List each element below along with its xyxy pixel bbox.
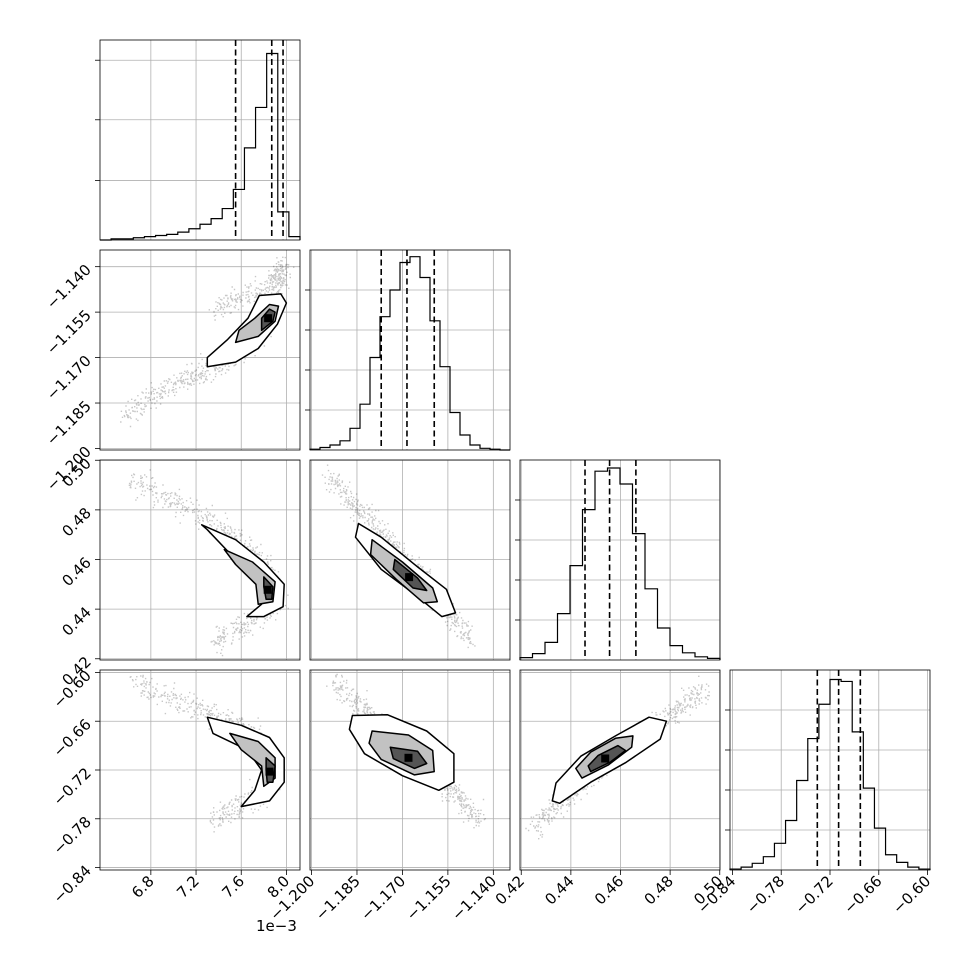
xtick-label-3-1: −0.78 xyxy=(743,872,788,917)
histogram-bars-1 xyxy=(309,256,510,451)
histogram-panel-1 xyxy=(305,249,511,451)
ytick-label-2-1: 0.44 xyxy=(58,603,94,639)
xtick-label-2-3: 0.48 xyxy=(641,872,677,908)
xtick-label-3-4: −0.60 xyxy=(889,872,934,917)
density-peak-1-2 xyxy=(405,573,414,582)
scatter-panel-0-2 xyxy=(99,459,301,661)
scatter-panel-2-3 xyxy=(519,669,721,871)
scatter-panel-1-2 xyxy=(309,459,511,661)
panel-frame-0-1 xyxy=(99,249,301,451)
xtick-label-0-2: 7.6 xyxy=(218,872,248,902)
xtick-label-0-0: 6.8 xyxy=(128,872,158,902)
ytick-label-1-4: −1.140 xyxy=(43,261,95,313)
density-peak-0-3 xyxy=(265,767,274,776)
histogram-bars-2 xyxy=(519,467,721,660)
ytick-label-3-3: −0.66 xyxy=(50,715,95,760)
ytick-label-3-0: −0.84 xyxy=(50,862,95,907)
hist-frame-2 xyxy=(519,459,721,661)
histogram-panel-3 xyxy=(725,669,931,871)
hist-frame-1 xyxy=(309,249,511,451)
scatter-panel-0-3 xyxy=(99,669,301,871)
xtick-label-2-1: 0.44 xyxy=(541,872,577,908)
xtick-label-2-0: 0.42 xyxy=(492,872,528,908)
xtick-label-1-2: −1.170 xyxy=(357,872,409,924)
panel-content-1-2 xyxy=(321,464,476,649)
panel-content-0-2 xyxy=(128,469,289,657)
density-peak-0-1 xyxy=(264,314,273,323)
ytick-label-2-2: 0.46 xyxy=(58,554,94,590)
scatter-panel-0-1 xyxy=(99,249,301,451)
scatter-points-0-1 xyxy=(120,256,295,428)
panel-content-0-1 xyxy=(120,256,295,428)
density-peak-1-3 xyxy=(404,753,413,762)
density-peak-2-3 xyxy=(601,754,610,763)
density-peak-0-2 xyxy=(263,585,272,594)
xtick-label-3-3: −0.66 xyxy=(840,872,885,917)
panel-content-1-3 xyxy=(326,673,486,829)
contour-level-0-2-1 xyxy=(223,548,276,605)
ytick-label-1-1: −1.185 xyxy=(43,397,95,449)
xtick-label-1-1: −1.185 xyxy=(312,872,364,924)
xtick-label-0-1: 7.2 xyxy=(173,872,203,902)
panel-content-0-3 xyxy=(129,670,285,833)
xtick-label-2-2: 0.46 xyxy=(591,872,627,908)
panel-frame-1-3 xyxy=(309,669,511,871)
histogram-bars-0 xyxy=(100,52,301,241)
ytick-label-3-1: −0.78 xyxy=(50,813,95,858)
ytick-label-1-3: −1.155 xyxy=(43,306,95,358)
panel-frame-1-2 xyxy=(309,459,511,661)
xtick-label-1-4: −1.140 xyxy=(448,872,500,924)
ytick-label-1-2: −1.170 xyxy=(43,352,95,404)
hist-frame-0 xyxy=(99,39,301,241)
xtick-label-1-3: −1.155 xyxy=(403,872,455,924)
x-offset-label-0: 1e−3 xyxy=(256,917,297,935)
panel-content-2-3 xyxy=(525,675,710,840)
xtick-label-3-2: −0.72 xyxy=(792,872,837,917)
histogram-panel-0 xyxy=(95,39,301,241)
scatter-panel-1-3 xyxy=(309,669,511,871)
histogram-panel-2 xyxy=(515,459,721,661)
ytick-label-3-2: −0.72 xyxy=(50,764,95,809)
histogram-bars-3 xyxy=(729,678,931,870)
ytick-label-2-3: 0.48 xyxy=(58,504,94,540)
panel-frame-2-3 xyxy=(519,669,721,871)
panel-frame-0-2 xyxy=(99,459,301,661)
